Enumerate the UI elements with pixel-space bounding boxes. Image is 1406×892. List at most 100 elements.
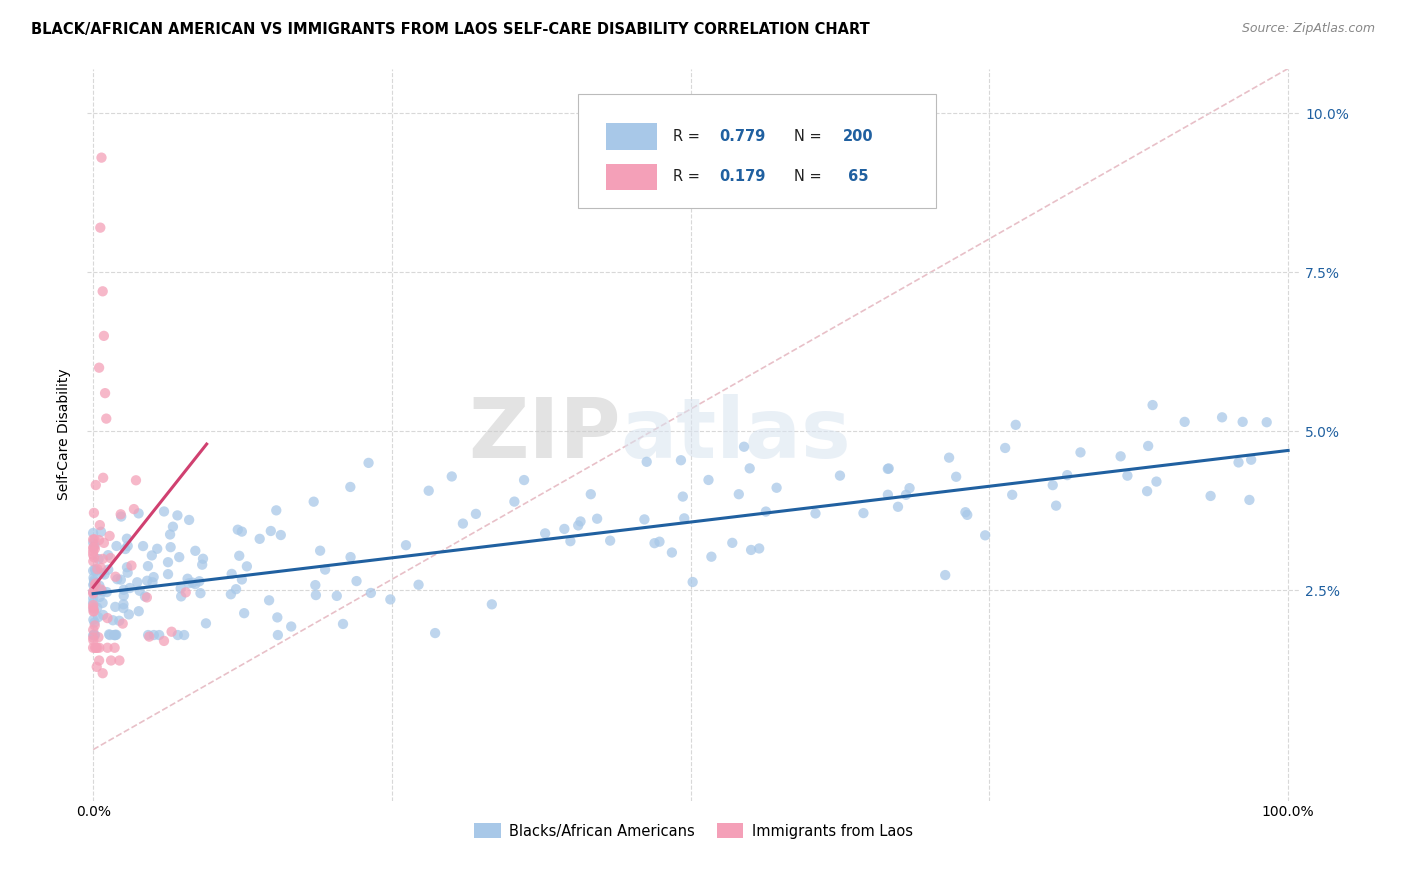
Point (569, 515, 592, 529)
Point (82, 533, 104, 547)
Point (503, 494, 526, 508)
Text: R =: R = (673, 169, 704, 185)
Point (738, 461, 761, 475)
Point (97, 548, 120, 562)
Point (82, 548, 104, 562)
Point (83, 628, 105, 642)
Point (945, 469, 967, 483)
Point (128, 604, 150, 618)
Point (82, 605, 104, 619)
Point (219, 587, 242, 601)
Point (82, 586, 104, 600)
Point (98, 529, 121, 543)
Point (89, 220, 111, 235)
Point (418, 483, 440, 498)
Point (174, 585, 197, 599)
Point (83, 541, 105, 555)
Point (83, 574, 105, 589)
Point (91, 471, 114, 485)
Point (118, 607, 141, 622)
Point (332, 617, 354, 632)
Point (82, 544, 104, 558)
Point (994, 441, 1017, 455)
Point (89, 518, 111, 533)
Point (83, 550, 105, 565)
Point (191, 551, 214, 566)
Point (380, 592, 402, 607)
Point (179, 513, 201, 527)
Point (83, 615, 105, 630)
Point (170, 581, 193, 595)
Text: BLACK/AFRICAN AMERICAN VS IMMIGRANTS FROM LAOS SELF-CARE DISABILITY CORRELATION : BLACK/AFRICAN AMERICAN VS IMMIGRANTS FRO… (31, 22, 870, 37)
Point (128, 507, 150, 521)
Point (1146, 475, 1168, 489)
Point (82, 640, 104, 655)
Point (108, 614, 131, 628)
Point (91, 552, 114, 566)
Point (231, 573, 253, 587)
Point (1211, 410, 1233, 425)
Point (270, 528, 292, 542)
Point (955, 505, 977, 519)
FancyBboxPatch shape (606, 163, 657, 190)
Point (346, 574, 368, 588)
Point (104, 599, 127, 614)
Text: 0.179: 0.179 (718, 169, 765, 185)
Point (876, 488, 898, 502)
Point (98, 628, 121, 642)
Point (115, 560, 138, 574)
Point (121, 558, 143, 573)
Point (96, 411, 118, 425)
Point (104, 628, 127, 642)
Point (266, 610, 288, 624)
Point (90, 151, 112, 165)
Point (118, 581, 141, 595)
Point (138, 630, 160, 644)
Point (82, 596, 104, 610)
Point (231, 524, 253, 539)
Point (1256, 415, 1278, 429)
Point (83, 578, 105, 592)
Point (97, 563, 120, 577)
Point (721, 536, 744, 550)
Point (226, 523, 249, 537)
Point (481, 597, 503, 611)
Point (560, 534, 582, 549)
Point (87, 653, 110, 667)
Point (93, 567, 115, 582)
Point (84, 640, 107, 655)
Point (83, 533, 105, 547)
Point (233, 606, 256, 620)
Point (117, 566, 139, 580)
Point (1004, 417, 1026, 432)
Point (170, 590, 193, 604)
Point (1136, 484, 1159, 499)
Point (117, 539, 139, 553)
Point (661, 545, 683, 559)
Text: 200: 200 (842, 129, 873, 145)
Point (108, 653, 131, 667)
Point (828, 468, 851, 483)
Point (82, 585, 104, 599)
Point (87, 630, 110, 644)
Point (974, 528, 997, 542)
Point (339, 480, 361, 494)
Point (86, 660, 108, 674)
Point (142, 628, 165, 642)
Point (765, 481, 787, 495)
Point (309, 543, 332, 558)
Point (423, 626, 446, 640)
Point (167, 550, 190, 565)
Point (110, 573, 132, 587)
Point (84, 564, 107, 578)
Point (586, 512, 609, 526)
Text: N =: N = (794, 129, 827, 145)
Point (90, 582, 112, 597)
Point (82, 633, 104, 648)
Point (173, 628, 195, 642)
Text: R =: R = (673, 129, 704, 145)
Point (91, 584, 114, 599)
Y-axis label: Self-Care Disability: Self-Care Disability (58, 368, 72, 500)
Point (579, 487, 602, 501)
Point (159, 540, 181, 554)
